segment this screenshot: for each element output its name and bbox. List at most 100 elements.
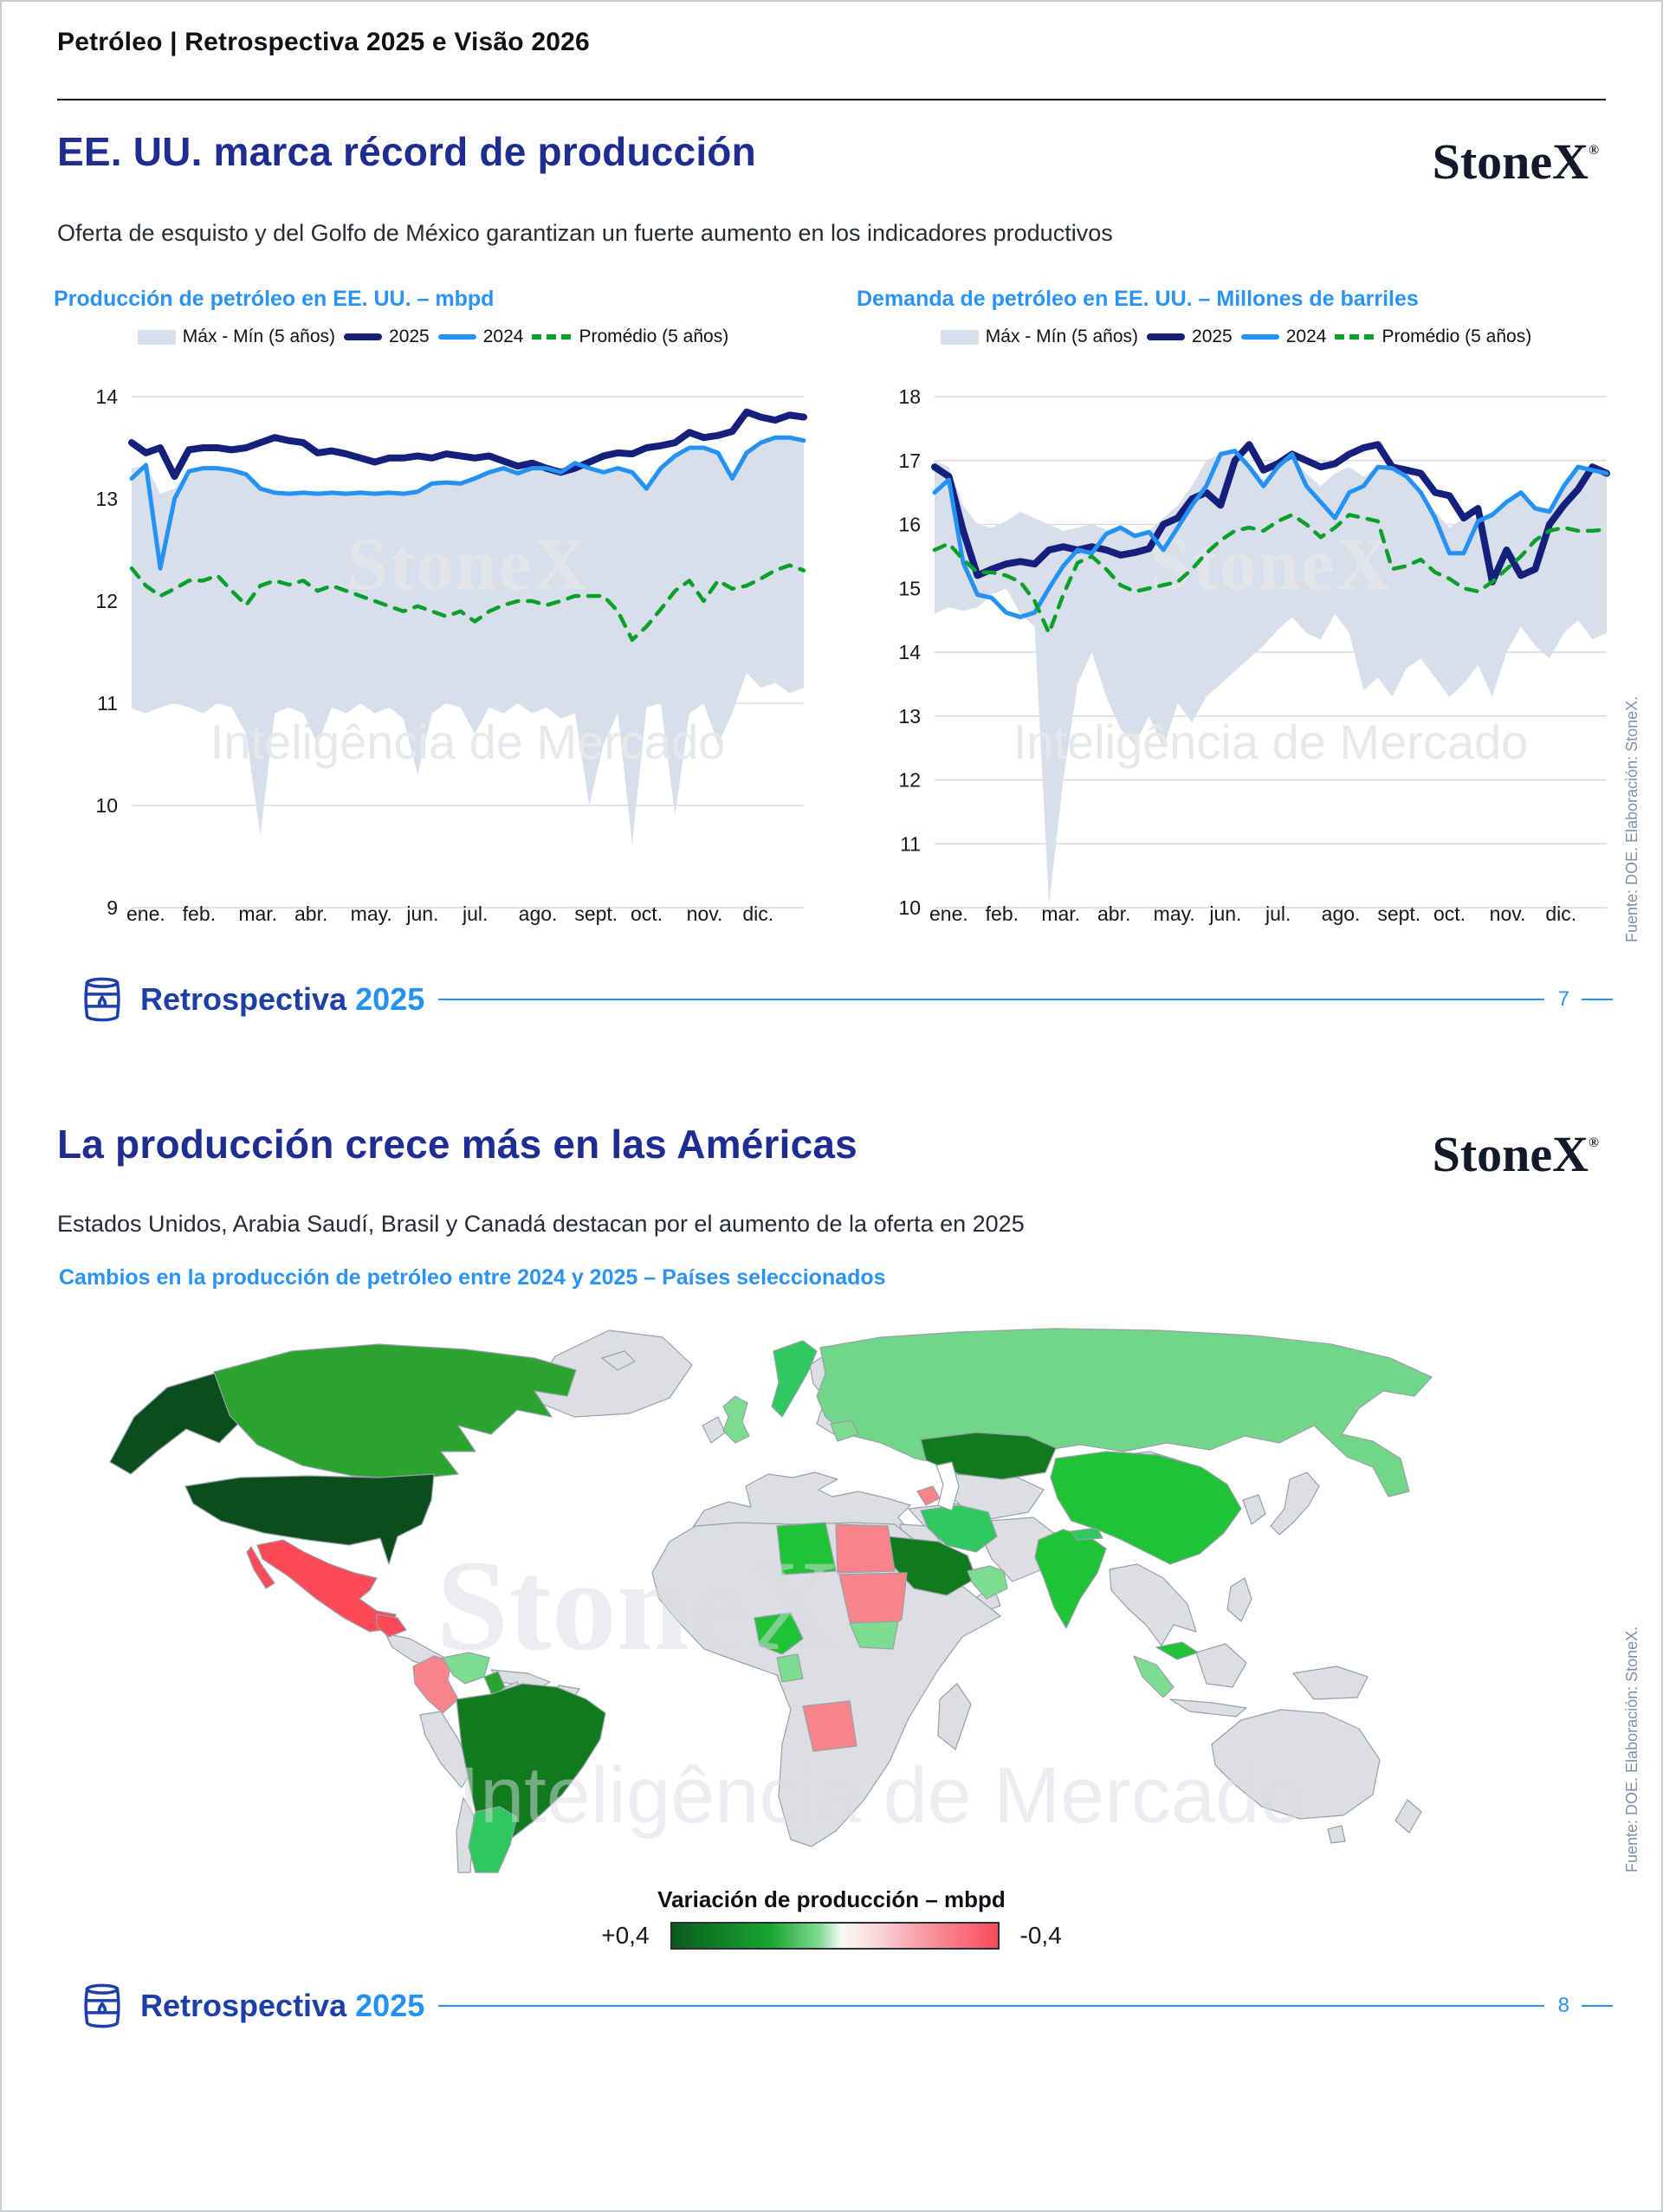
svg-text:11: 11 bbox=[97, 692, 118, 715]
svg-text:ene.: ene. bbox=[126, 902, 165, 925]
svg-text:StoneX: StoneX bbox=[437, 1534, 841, 1678]
country-norway bbox=[771, 1340, 818, 1418]
footer-year: 2025 bbox=[355, 1988, 425, 2023]
production-line-chart: 14 13 12 11 10 9 StoneX Inteligência de Mercado… bbox=[95, 385, 807, 925]
country-new-zealand bbox=[1394, 1799, 1422, 1834]
legend-2025-swatch bbox=[344, 333, 383, 340]
svg-text:ago.: ago. bbox=[519, 902, 558, 925]
stonex-logo: StoneX® bbox=[1433, 137, 1599, 187]
legend-band-label: Máx - Mín (5 años) bbox=[182, 327, 336, 346]
map-watermark: StoneX Inteligência de Mercado bbox=[437, 1534, 1304, 1840]
production-chart-panel: Producción de petróleo en EE. UU. – mbpd… bbox=[52, 286, 814, 925]
header-divider bbox=[57, 99, 1606, 100]
country-guatemala bbox=[376, 1614, 407, 1638]
oil-barrel-icon bbox=[84, 1983, 120, 2028]
slide2-title: La producción crece más en las Américas bbox=[57, 1122, 857, 1167]
svg-text:10: 10 bbox=[898, 896, 921, 919]
slide1-subtitle: Oferta de esquisto y del Golfo de México… bbox=[57, 220, 1113, 246]
svg-text:abr.: abr. bbox=[1097, 902, 1130, 925]
region-new-guinea bbox=[1292, 1665, 1369, 1700]
svg-text:13: 13 bbox=[898, 705, 921, 728]
slide1-footer: Retrospectiva 2025 7 bbox=[78, 972, 1613, 1027]
region-sumatra bbox=[1133, 1655, 1174, 1698]
legend-2024-swatch bbox=[1240, 334, 1279, 340]
svg-text:17: 17 bbox=[898, 450, 921, 472]
svg-text:sept.: sept. bbox=[1377, 902, 1420, 925]
svg-text:Inteligência de Mercado: Inteligência de Mercado bbox=[210, 715, 726, 769]
footer-brand: Retrospectiva bbox=[140, 1988, 347, 2023]
legend-band-label: Máx - Mín (5 años) bbox=[985, 327, 1139, 346]
slide2-footer: Retrospectiva 2025 8 bbox=[78, 1978, 1613, 2034]
svg-text:nov.: nov. bbox=[1490, 902, 1526, 925]
svg-text:jun.: jun. bbox=[1208, 902, 1241, 925]
legend-2025-label: 2025 bbox=[389, 327, 430, 346]
country-gabon bbox=[776, 1653, 804, 1683]
country-iran bbox=[920, 1504, 998, 1553]
svg-text:jun.: jun. bbox=[405, 902, 438, 925]
footer-rule-end bbox=[1582, 2005, 1613, 2007]
footer-rule bbox=[438, 2005, 1544, 2007]
legend-2025-label: 2025 bbox=[1192, 327, 1233, 346]
svg-text:10: 10 bbox=[95, 794, 118, 817]
region-borneo bbox=[1195, 1643, 1247, 1688]
svg-text:may.: may. bbox=[1154, 902, 1195, 925]
country-argentina bbox=[468, 1806, 518, 1873]
legend-average-label: Promédio (5 años) bbox=[1382, 327, 1532, 346]
map-legend-gradient-bar bbox=[670, 1922, 1000, 1950]
region-java bbox=[1169, 1698, 1247, 1717]
caspian-sea bbox=[935, 1461, 960, 1511]
country-australia bbox=[1211, 1709, 1381, 1820]
region-indochina bbox=[1109, 1563, 1197, 1646]
country-china bbox=[1050, 1451, 1242, 1565]
svg-text:abr.: abr. bbox=[294, 902, 327, 925]
legend-2024-swatch bbox=[437, 334, 476, 340]
svg-text:jul.: jul. bbox=[462, 902, 488, 925]
svg-text:may.: may. bbox=[351, 902, 392, 925]
demand-chart-panel: Demanda de petróleo en EE. UU. – Millone… bbox=[855, 286, 1617, 925]
svg-text:mar.: mar. bbox=[1041, 902, 1080, 925]
svg-text:dic.: dic. bbox=[1545, 902, 1576, 925]
country-korea bbox=[1242, 1494, 1266, 1525]
country-azerbaijan bbox=[916, 1485, 941, 1506]
svg-text:16: 16 bbox=[898, 514, 921, 536]
country-united-kingdom bbox=[722, 1395, 750, 1444]
svg-text:StoneX: StoneX bbox=[1149, 522, 1392, 605]
country-chile bbox=[456, 1797, 475, 1873]
slide1-title: EE. UU. marca récord de producción bbox=[57, 129, 756, 174]
footer-rule bbox=[438, 999, 1544, 1000]
svg-text:StoneX: StoneX bbox=[346, 522, 589, 605]
svg-text:feb.: feb. bbox=[183, 902, 216, 925]
country-malaysia bbox=[1155, 1641, 1199, 1660]
svg-text:13: 13 bbox=[95, 488, 118, 510]
legend-average-swatch bbox=[532, 334, 573, 340]
country-greenland bbox=[527, 1329, 693, 1418]
svg-text:15: 15 bbox=[898, 577, 921, 599]
production-chart-title: Producción de petróleo en EE. UU. – mbpd bbox=[54, 287, 495, 311]
region-tasmania bbox=[1327, 1825, 1346, 1844]
svg-text:feb.: feb. bbox=[986, 902, 1019, 925]
country-iceland bbox=[601, 1350, 636, 1371]
stonex-logo-text: StoneX bbox=[1432, 1126, 1589, 1182]
legend-2024-label: 2024 bbox=[1285, 327, 1327, 346]
legend-band-swatch bbox=[137, 329, 176, 345]
region-oman-uae bbox=[967, 1565, 1008, 1600]
country-angola bbox=[802, 1700, 857, 1752]
svg-text:sept.: sept. bbox=[574, 902, 618, 925]
svg-text:jul.: jul. bbox=[1265, 902, 1291, 925]
country-libya bbox=[776, 1522, 837, 1575]
country-ireland bbox=[702, 1416, 726, 1444]
country-united-states bbox=[184, 1473, 435, 1565]
slide2-subtitle: Estados Unidos, Arabia Saudí, Brasil y C… bbox=[57, 1211, 1025, 1237]
country-japan bbox=[1270, 1471, 1320, 1536]
registered-mark: ® bbox=[1589, 1135, 1599, 1150]
country-canada bbox=[213, 1343, 577, 1480]
svg-text:mar.: mar. bbox=[238, 902, 277, 925]
legend-2024-label: 2024 bbox=[482, 327, 524, 346]
svg-text:oct.: oct. bbox=[631, 902, 663, 925]
svg-text:Inteligência de Mercado: Inteligência de Mercado bbox=[458, 1751, 1304, 1840]
page-header: Petróleo | Retrospectiva 2025 e Visão 20… bbox=[57, 28, 590, 56]
registered-mark: ® bbox=[1589, 143, 1599, 158]
stonex-logo-text: StoneX bbox=[1432, 133, 1589, 190]
country-philippines bbox=[1226, 1577, 1252, 1622]
